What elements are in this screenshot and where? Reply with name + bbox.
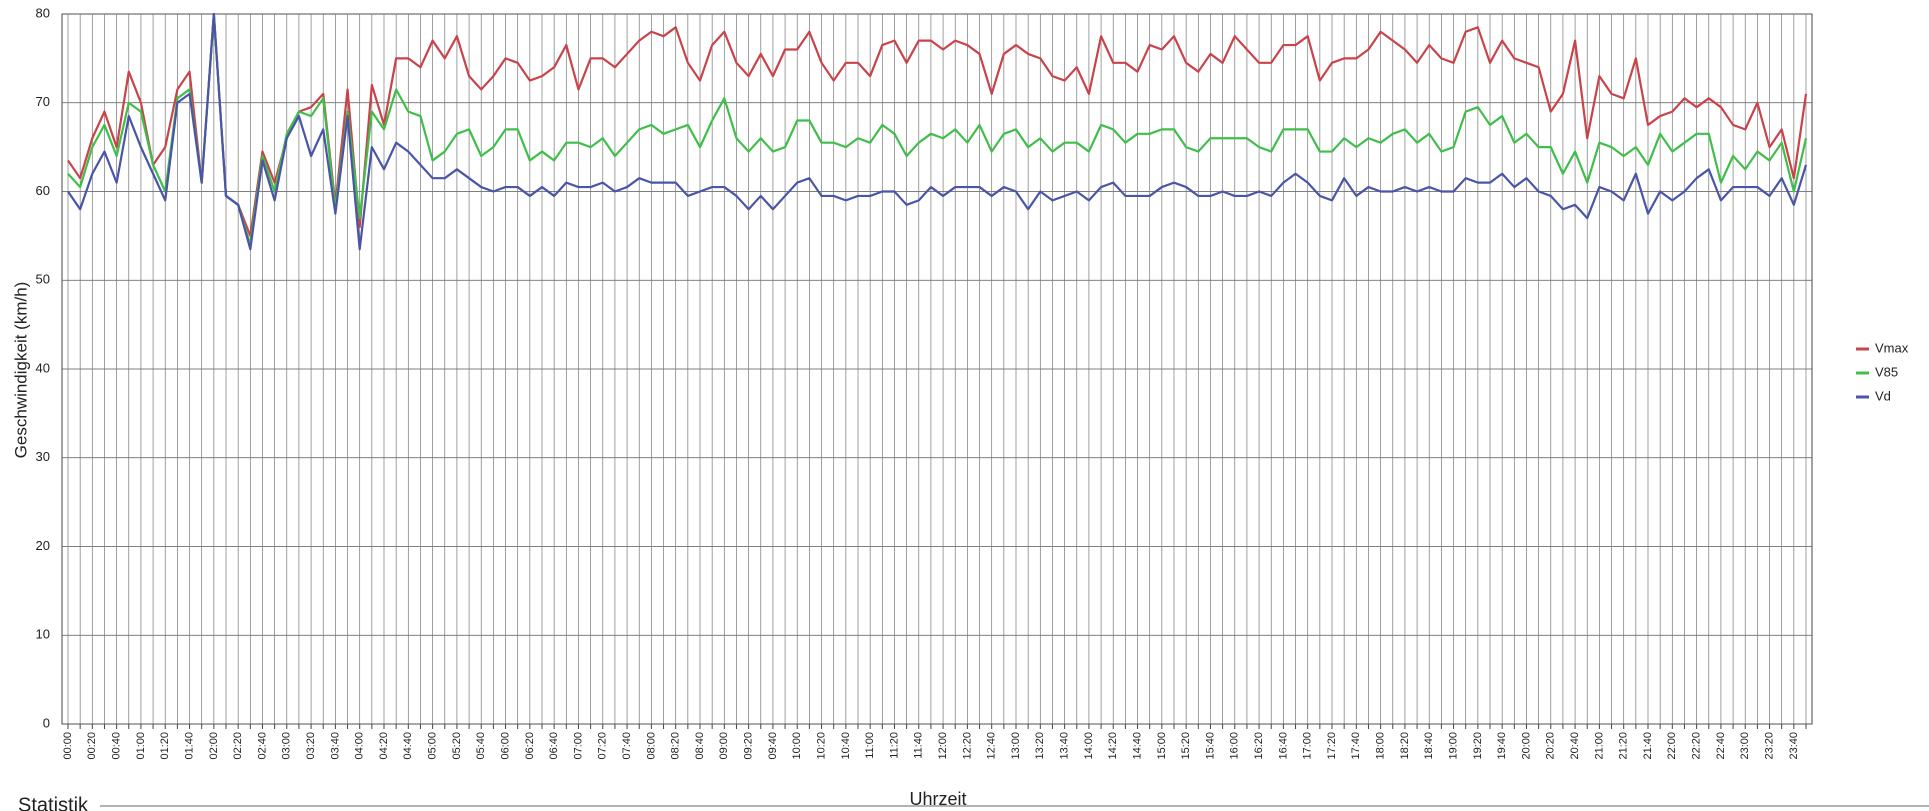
x-tick-label: 20:20 bbox=[1545, 732, 1557, 760]
x-tick-label: 01:40 bbox=[183, 732, 195, 760]
x-tick-label: 04:00 bbox=[354, 732, 366, 760]
y-tick-label: 10 bbox=[36, 627, 50, 642]
x-tick-label: 20:00 bbox=[1520, 732, 1532, 760]
x-tick-label: 00:40 bbox=[111, 732, 123, 760]
x-tick-label: 12:40 bbox=[986, 732, 998, 760]
x-tick-label: 16:20 bbox=[1253, 732, 1265, 760]
x-tick-label: 08:00 bbox=[645, 732, 657, 760]
x-tick-label: 19:00 bbox=[1447, 732, 1459, 760]
x-tick-label: 21:00 bbox=[1593, 732, 1605, 760]
x-tick-label: 08:40 bbox=[694, 732, 706, 760]
x-tick-label: 00:20 bbox=[86, 732, 98, 760]
x-tick-label: 12:00 bbox=[937, 732, 949, 760]
x-tick-label: 08:20 bbox=[670, 732, 682, 760]
x-tick-label: 09:20 bbox=[743, 732, 755, 760]
x-tick-label: 22:40 bbox=[1715, 732, 1727, 760]
x-tick-label: 03:40 bbox=[329, 732, 341, 760]
x-tick-label: 10:20 bbox=[815, 732, 827, 760]
x-tick-label: 05:20 bbox=[451, 732, 463, 760]
x-tick-label: 06:20 bbox=[524, 732, 536, 760]
x-tick-label: 06:40 bbox=[548, 732, 560, 760]
x-tick-label: 13:40 bbox=[1059, 732, 1071, 760]
x-tick-label: 14:40 bbox=[1131, 732, 1143, 760]
legend-label: Vd bbox=[1875, 388, 1891, 403]
y-tick-label: 30 bbox=[36, 449, 50, 464]
x-tick-label: 03:20 bbox=[305, 732, 317, 760]
x-tick-label: 13:00 bbox=[1010, 732, 1022, 760]
x-tick-label: 18:00 bbox=[1375, 732, 1387, 760]
x-tick-label: 13:20 bbox=[1034, 732, 1046, 760]
x-tick-label: 19:20 bbox=[1472, 732, 1484, 760]
x-tick-label: 02:20 bbox=[232, 732, 244, 760]
y-tick-label: 80 bbox=[36, 5, 50, 20]
x-tick-label: 12:20 bbox=[961, 732, 973, 760]
x-tick-label: 06:00 bbox=[499, 732, 511, 760]
x-tick-label: 19:40 bbox=[1496, 732, 1508, 760]
x-tick-label: 04:20 bbox=[378, 732, 390, 760]
x-tick-label: 09:40 bbox=[767, 732, 779, 760]
x-tick-label: 14:00 bbox=[1083, 732, 1095, 760]
x-tick-label: 22:00 bbox=[1666, 732, 1678, 760]
legend-label: V85 bbox=[1875, 364, 1898, 379]
x-tick-label: 15:40 bbox=[1204, 732, 1216, 760]
x-tick-label: 22:20 bbox=[1691, 732, 1703, 760]
legend-label: Vmax bbox=[1875, 340, 1909, 355]
x-tick-label: 03:00 bbox=[281, 732, 293, 760]
x-tick-label: 04:40 bbox=[402, 732, 414, 760]
x-tick-label: 05:40 bbox=[475, 732, 487, 760]
x-tick-label: 17:00 bbox=[1302, 732, 1314, 760]
x-tick-label: 07:20 bbox=[597, 732, 609, 760]
x-tick-label: 01:20 bbox=[159, 732, 171, 760]
x-tick-label: 23:00 bbox=[1739, 732, 1751, 760]
x-tick-label: 09:00 bbox=[718, 732, 730, 760]
x-tick-label: 17:40 bbox=[1350, 732, 1362, 760]
x-tick-label: 17:20 bbox=[1326, 732, 1338, 760]
y-tick-label: 0 bbox=[43, 715, 50, 730]
y-tick-label: 60 bbox=[36, 183, 50, 198]
x-tick-label: 07:00 bbox=[572, 732, 584, 760]
x-tick-label: 10:00 bbox=[791, 732, 803, 760]
x-tick-label: 21:20 bbox=[1618, 732, 1630, 760]
x-tick-label: 11:20 bbox=[888, 732, 900, 759]
section-title: Statistik bbox=[18, 794, 89, 811]
x-tick-label: 11:00 bbox=[864, 732, 876, 759]
x-axis-title: Uhrzeit bbox=[909, 789, 966, 809]
x-tick-label: 01:00 bbox=[135, 732, 147, 760]
x-tick-label: 07:40 bbox=[621, 732, 633, 760]
x-tick-label: 15:20 bbox=[1180, 732, 1192, 760]
x-tick-label: 11:40 bbox=[913, 732, 925, 759]
x-tick-label: 20:40 bbox=[1569, 732, 1581, 760]
x-tick-label: 16:40 bbox=[1277, 732, 1289, 760]
series-line bbox=[67, 12, 1808, 246]
series-line bbox=[67, 12, 1808, 251]
x-tick-label: 05:00 bbox=[427, 732, 439, 760]
x-tick-label: 18:40 bbox=[1423, 732, 1435, 760]
x-tick-label: 02:40 bbox=[256, 732, 268, 760]
x-tick-label: 00:00 bbox=[62, 732, 74, 760]
y-tick-label: 50 bbox=[36, 272, 50, 287]
x-tick-label: 14:20 bbox=[1107, 732, 1119, 760]
x-tick-label: 23:20 bbox=[1763, 732, 1775, 760]
x-tick-label: 02:00 bbox=[208, 732, 220, 760]
x-tick-label: 16:00 bbox=[1229, 732, 1241, 760]
x-tick-label: 23:40 bbox=[1788, 732, 1800, 760]
y-tick-label: 20 bbox=[36, 538, 50, 553]
y-axis-title: Geschwindigkeit (km/h) bbox=[11, 282, 30, 459]
x-tick-label: 18:20 bbox=[1399, 732, 1411, 760]
x-tick-label: 15:00 bbox=[1156, 732, 1168, 760]
y-tick-label: 70 bbox=[36, 94, 50, 109]
y-tick-label: 40 bbox=[36, 360, 50, 375]
x-tick-label: 10:40 bbox=[840, 732, 852, 760]
x-tick-label: 21:40 bbox=[1642, 732, 1654, 760]
